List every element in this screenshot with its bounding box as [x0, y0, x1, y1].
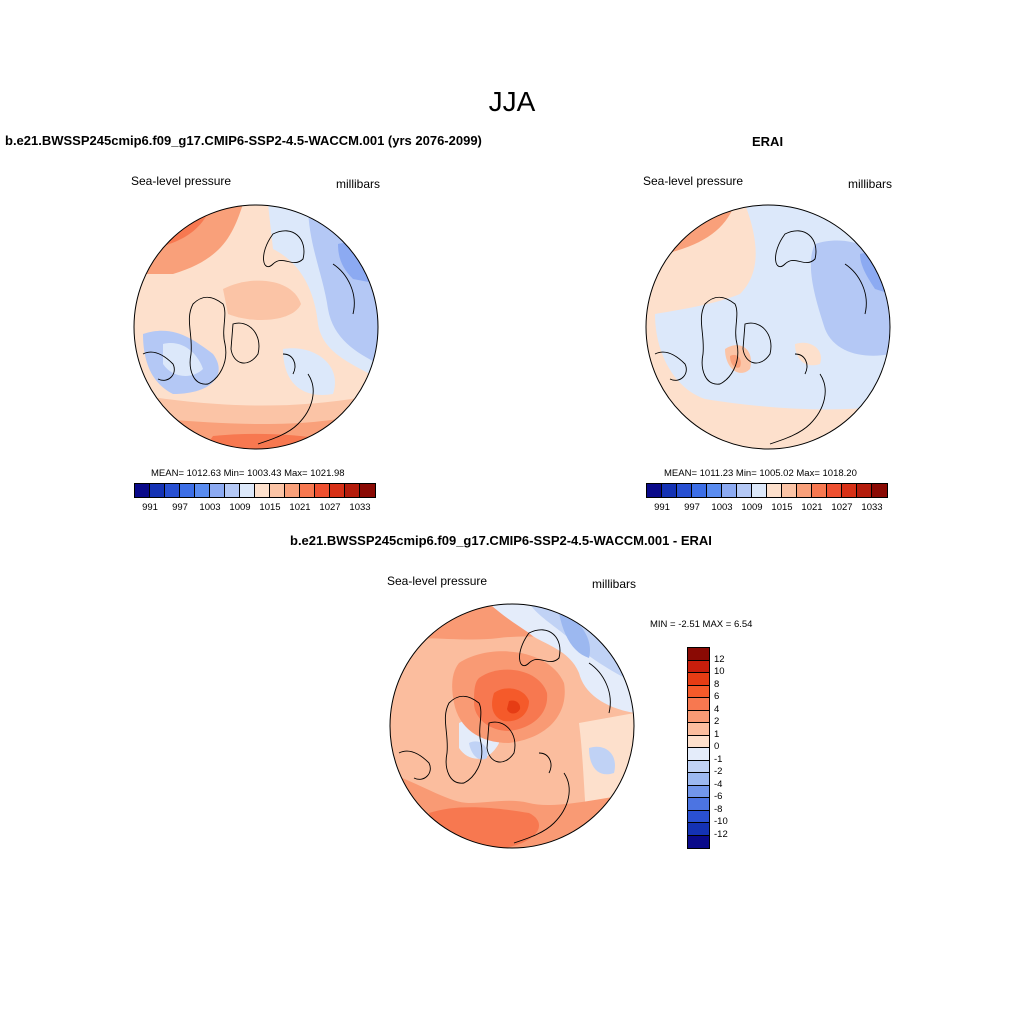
obs-colorbar-tick-label: 997 [684, 502, 700, 513]
diff-colorbar-tick-label: 0 [714, 741, 720, 752]
diff-colorbar-swatch [687, 784, 710, 799]
model-colorbar-tick-label: 1021 [289, 502, 311, 513]
model-colorbar-swatch [269, 483, 286, 498]
model-colorbar-swatch [329, 483, 346, 498]
model-colorbar-tick-label: 1027 [319, 502, 341, 513]
diff-colorbar-swatch [687, 647, 710, 662]
diff-map [389, 603, 635, 849]
obs-colorbar-tick-label: 991 [654, 502, 670, 513]
obs-colorbar-tick-label: 1033 [861, 502, 883, 513]
diff-colorbar-tick-label: -2 [714, 766, 723, 777]
diff-colorbar-swatch [687, 759, 710, 774]
model-colorbar-swatch [284, 483, 301, 498]
obs-colorbar-swatch [751, 483, 768, 498]
diff-colorbar-swatch [687, 697, 710, 712]
obs-colorbar-swatch [721, 483, 738, 498]
diff-colorbar-tick-label: -6 [714, 791, 723, 802]
model-units-label: millibars [336, 177, 381, 191]
obs-colorbar-swatch [766, 483, 783, 498]
obs-colorbar-swatch [871, 483, 888, 498]
obs-variable-label: Sea-level pressure [643, 174, 744, 188]
diff-colorbar-tick-label: 2 [714, 716, 720, 727]
obs-colorbar-swatch [781, 483, 798, 498]
diff-colorbar-tick-label: -4 [714, 778, 723, 790]
model-colorbar-tick-label: 1009 [229, 502, 251, 513]
model-colorbar-tick-label: 997 [172, 502, 188, 513]
diff-colorbar-tick-label: 1 [714, 728, 720, 740]
obs-colorbar-tick-label: 1027 [831, 502, 853, 513]
diff-colorbar-swatch [687, 772, 710, 787]
model-colorbar-swatch [209, 483, 226, 498]
obs-colorbar-swatch [811, 483, 828, 498]
obs-colorbar-swatch [646, 483, 663, 498]
obs-panel-title: ERAI [752, 134, 784, 149]
model-colorbar-swatch [134, 483, 151, 498]
obs-colorbar-tick-label: 1009 [741, 502, 763, 513]
diff-colorbar-tick-label: -12 [714, 828, 728, 840]
diff-colorbar-tick-label: 8 [714, 678, 720, 690]
obs-colorbar-tick-label: 1015 [771, 502, 793, 513]
model-colorbar-swatch [224, 483, 241, 498]
model-colorbar-swatch [149, 483, 166, 498]
obs-colorbar-swatch [826, 483, 843, 498]
diff-colorbar-swatch [687, 672, 710, 687]
obs-colorbar-swatch [691, 483, 708, 498]
model-colorbar-swatch [179, 483, 196, 498]
diff-colorbar-tick-label: 12 [714, 653, 725, 665]
diff-colorbar-swatch [687, 747, 710, 762]
diff-colorbar-swatch [687, 809, 710, 824]
model-colorbar-tick-label: 1033 [349, 502, 371, 513]
diff-variable-label: Sea-level pressure [387, 574, 488, 588]
diff-colorbar-tick-label: 4 [714, 703, 720, 715]
diff-colorbar-tick-label: 10 [714, 666, 725, 677]
figure-title: JJA [488, 86, 536, 117]
obs-colorbar-swatch [841, 483, 858, 498]
diff-units-label: millibars [592, 577, 637, 591]
diff-colorbar-swatch [687, 797, 710, 812]
model-colorbar-tick-label: 991 [142, 502, 158, 513]
obs-colorbar-tick-label: 1003 [711, 502, 733, 513]
model-variable-label: Sea-level pressure [131, 174, 232, 188]
obs-colorbar-swatch [796, 483, 813, 498]
obs-colorbar-swatch [736, 483, 753, 498]
model-colorbar-swatch [359, 483, 376, 498]
model-colorbar-swatch [194, 483, 211, 498]
model-colorbar-tick-label: 1003 [199, 502, 221, 513]
obs-units-label: millibars [848, 177, 893, 191]
diff-colorbar-tick-label: -1 [714, 753, 723, 765]
obs-map [645, 204, 891, 450]
model-stats: MEAN= 1012.63 Min= 1003.43 Max= 1021.98 [151, 468, 345, 479]
diff-colorbar-swatch [687, 734, 710, 749]
diff-colorbar-tick-label: -8 [714, 803, 723, 815]
diff-colorbar-swatch [687, 722, 710, 737]
model-colorbar-swatch [164, 483, 181, 498]
obs-colorbar-swatch [706, 483, 723, 498]
diff-panel-title: b.e21.BWSSP245cmip6.f09_g17.CMIP6-SSP2-4… [290, 533, 712, 548]
model-colorbar-swatch [299, 483, 316, 498]
diff-colorbar-swatch [687, 822, 710, 837]
obs-stats: MEAN= 1011.23 Min= 1005.02 Max= 1018.20 [664, 468, 857, 479]
diff-colorbar-swatch [687, 834, 710, 849]
model-panel-title: b.e21.BWSSP245cmip6.f09_g17.CMIP6-SSP2-4… [5, 133, 482, 148]
model-colorbar-swatch [344, 483, 361, 498]
obs-colorbar-swatch [676, 483, 693, 498]
model-colorbar-tick-label: 1015 [259, 502, 281, 513]
model-map [133, 204, 379, 450]
diff-colorbar-swatch [687, 709, 710, 724]
obs-colorbar-swatch [661, 483, 678, 498]
model-colorbar-swatch [254, 483, 271, 498]
obs-colorbar-tick-label: 1021 [801, 502, 823, 513]
model-colorbar-swatch [239, 483, 256, 498]
diff-stats: MIN = -2.51 MAX = 6.54 [650, 619, 753, 630]
diff-colorbar-tick-label: 6 [714, 691, 720, 702]
diff-colorbar-swatch [687, 659, 710, 674]
model-colorbar-swatch [314, 483, 331, 498]
obs-colorbar-swatch [856, 483, 873, 498]
diff-colorbar-tick-label: -10 [714, 816, 728, 827]
diff-colorbar-swatch [687, 684, 710, 699]
